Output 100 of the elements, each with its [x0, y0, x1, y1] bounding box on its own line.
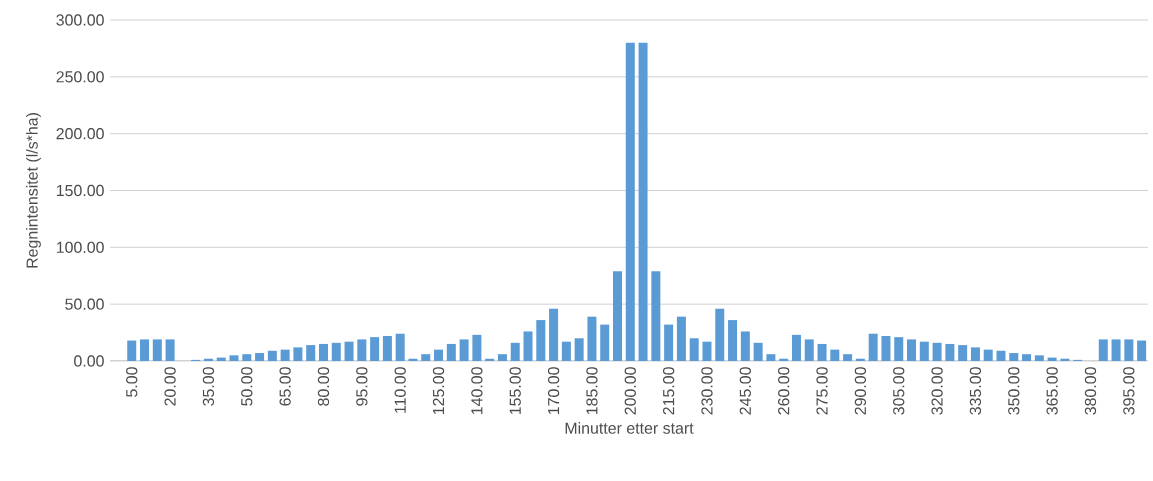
x-tick-label: 140.00 [471, 367, 483, 415]
y-tick-label: 250.00 [56, 71, 104, 83]
bar [817, 343, 827, 361]
x-tick-label: 215.00 [662, 367, 675, 415]
x-tick-label: 275.00 [816, 367, 828, 415]
bar [1034, 355, 1044, 361]
bar [446, 343, 456, 361]
bar [932, 342, 942, 361]
y-tick-label: 50.00 [65, 298, 104, 310]
x-tick-label: 155.00 [509, 367, 521, 415]
x-tick-label: 365.00 [1046, 367, 1058, 415]
x-tick-label: 200.00 [624, 367, 636, 415]
y-axis-title: Regnintensitet (l/s*ha) [26, 113, 41, 268]
bar [804, 339, 814, 361]
bar [344, 341, 354, 361]
bar [1124, 339, 1134, 361]
bar [561, 341, 571, 361]
bar [702, 341, 712, 361]
bar [485, 358, 495, 361]
y-tick-label: 150.00 [56, 184, 104, 197]
bar [715, 308, 725, 361]
y-tick-label: 300.00 [56, 14, 104, 26]
bar [267, 350, 277, 361]
x-tick-label: 170.00 [547, 367, 560, 415]
bar [600, 324, 610, 361]
bar [1022, 354, 1032, 361]
bar [408, 358, 418, 361]
bar [766, 354, 776, 361]
bar [958, 345, 968, 361]
x-tick-label: 50.00 [241, 367, 253, 406]
x-tick-label: 65.00 [279, 367, 291, 406]
x-tick-label: 395.00 [1123, 367, 1135, 415]
bar [945, 343, 955, 361]
x-tick-label: 320.00 [931, 367, 943, 415]
bar [255, 353, 265, 361]
x-tick-label: 80.00 [317, 367, 330, 406]
x-tick-label: 125.00 [432, 367, 445, 415]
bar [1060, 358, 1070, 361]
x-tick-label: 290.00 [854, 367, 867, 415]
bar [868, 333, 878, 361]
bar [140, 339, 150, 361]
bar [382, 335, 392, 361]
bar [676, 316, 686, 361]
bar [1111, 339, 1121, 361]
bar [843, 354, 853, 361]
bar [1009, 353, 1019, 361]
x-tick-label: 230.00 [701, 367, 713, 415]
bar [881, 335, 891, 361]
bar [907, 339, 917, 361]
bar [625, 42, 635, 361]
bar [1137, 340, 1147, 361]
y-tick-label: 100.00 [56, 241, 104, 253]
bar [421, 354, 431, 361]
bar [894, 337, 904, 361]
x-tick-label: 185.00 [586, 367, 598, 415]
bar [613, 271, 622, 361]
bar [651, 271, 661, 361]
y-tick-label: 200.00 [56, 128, 104, 140]
bar [753, 342, 763, 361]
bar [638, 42, 648, 361]
bar [830, 349, 840, 361]
x-tick-label: 380.00 [1084, 367, 1097, 415]
x-tick-label: 95.00 [356, 367, 368, 406]
x-tick-label: 245.00 [739, 367, 751, 415]
bar [306, 345, 316, 361]
bar [779, 358, 789, 361]
bar [587, 316, 597, 361]
bar [152, 339, 162, 361]
x-tick-label: 305.00 [893, 367, 905, 415]
bar [855, 358, 865, 361]
bar [331, 342, 341, 361]
bar [472, 334, 482, 361]
x-tick-label: 35.00 [202, 367, 215, 406]
x-tick-label: 20.00 [164, 367, 176, 406]
bar [689, 338, 699, 361]
bar [318, 343, 328, 361]
bar [434, 349, 444, 361]
bar [1098, 339, 1108, 361]
bar [497, 354, 507, 361]
bar [728, 320, 738, 361]
x-tick-label: 5.00 [126, 367, 138, 397]
bar [229, 355, 239, 361]
bar [983, 349, 993, 361]
bar [970, 347, 980, 361]
bar [280, 349, 290, 361]
y-tick-label: 0.00 [74, 355, 104, 367]
bar [523, 331, 533, 361]
bar [510, 342, 520, 361]
bar [459, 339, 469, 361]
bar [996, 350, 1006, 361]
bar [549, 308, 559, 361]
x-axis-title: Minutter etter start [565, 422, 694, 434]
bar [664, 324, 674, 361]
bar [165, 339, 175, 361]
bar [357, 339, 367, 361]
bar [740, 331, 750, 361]
bar [395, 333, 405, 361]
x-tick-label: 260.00 [778, 367, 790, 415]
bar [919, 341, 929, 361]
bar [293, 347, 303, 361]
